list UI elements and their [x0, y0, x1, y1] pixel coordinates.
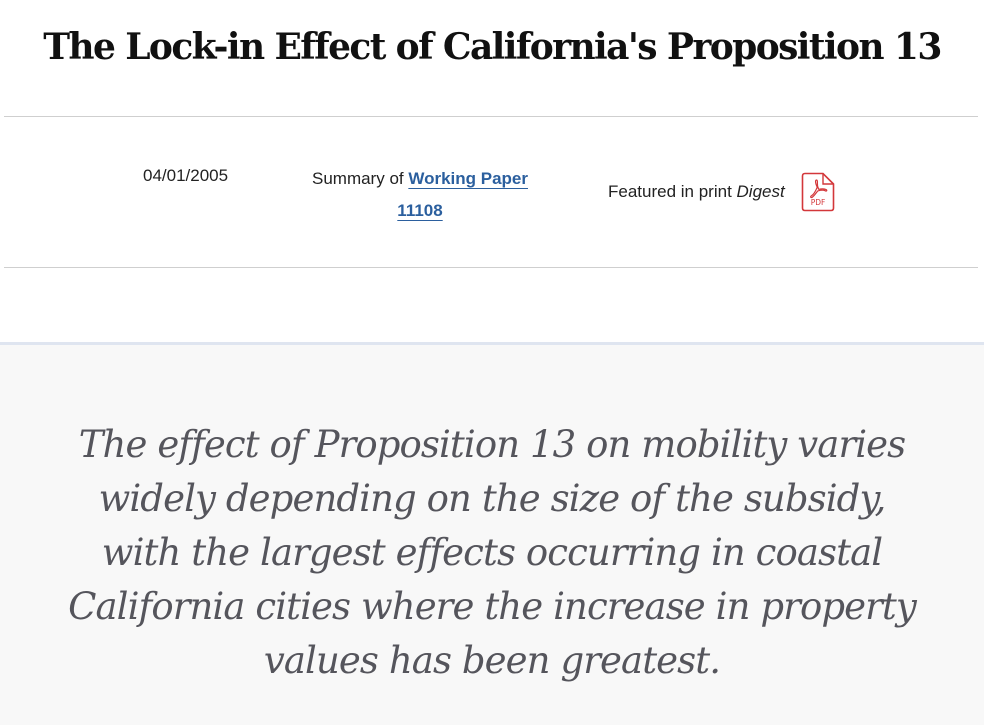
pull-quote: The effect of Proposition 13 on mobility…: [68, 423, 917, 682]
pdf-icon-label: PDF: [811, 198, 826, 207]
publication-date: 04/01/2005: [143, 166, 229, 185]
pdf-file-icon: PDF: [801, 172, 835, 212]
pdf-download-icon[interactable]: PDF: [801, 172, 835, 212]
page-title: The Lock-in Effect of California's Propo…: [43, 26, 942, 68]
digest-word: Digest: [736, 182, 785, 201]
summary-prefix: Summary of: [311, 169, 409, 188]
summary-section-background: [0, 342, 984, 725]
meta-divider-bottom: [4, 267, 978, 268]
meta-divider-top: [4, 116, 978, 117]
summary-of-working-paper: Summary of Working Paper 11108: [300, 163, 540, 227]
working-paper-link[interactable]: Working Paper 11108: [397, 169, 528, 220]
featured-in-digest: Featured in print Digest: [608, 181, 785, 203]
featured-prefix: Featured in print: [608, 182, 737, 201]
